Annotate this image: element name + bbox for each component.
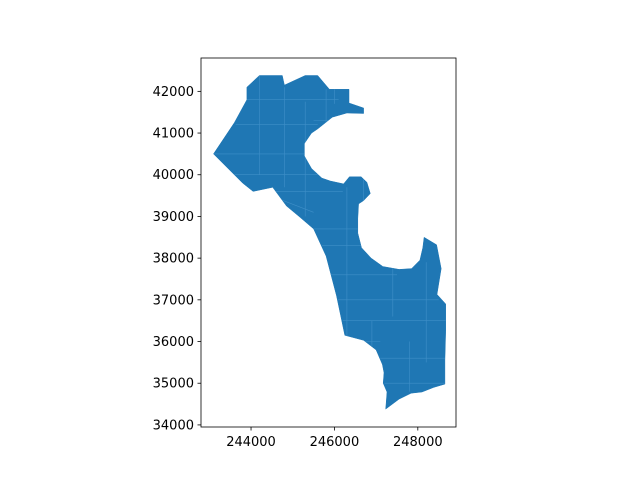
y-tick-label: 37000 bbox=[153, 293, 194, 308]
y-tick-label: 42000 bbox=[153, 85, 194, 100]
axes-frame bbox=[200, 57, 457, 428]
x-tick-label: 246000 bbox=[310, 435, 360, 450]
y-tick-label: 34000 bbox=[153, 418, 194, 433]
y-tick-label: 40000 bbox=[153, 168, 194, 183]
x-axis-ticks: 244000 246000 248000 bbox=[226, 427, 443, 450]
y-tick-label: 38000 bbox=[153, 252, 194, 267]
y-tick-label: 36000 bbox=[153, 335, 194, 350]
x-tick-label: 248000 bbox=[393, 435, 443, 450]
y-tick-label: 35000 bbox=[153, 377, 194, 392]
y-tick-label: 41000 bbox=[153, 127, 194, 142]
region-polygon bbox=[213, 75, 446, 410]
y-axis-ticks: 34000 35000 36000 37000 38000 39000 40000 41000… bbox=[153, 85, 201, 433]
y-tick-label: 39000 bbox=[153, 210, 194, 225]
x-tick-label: 244000 bbox=[226, 435, 276, 450]
